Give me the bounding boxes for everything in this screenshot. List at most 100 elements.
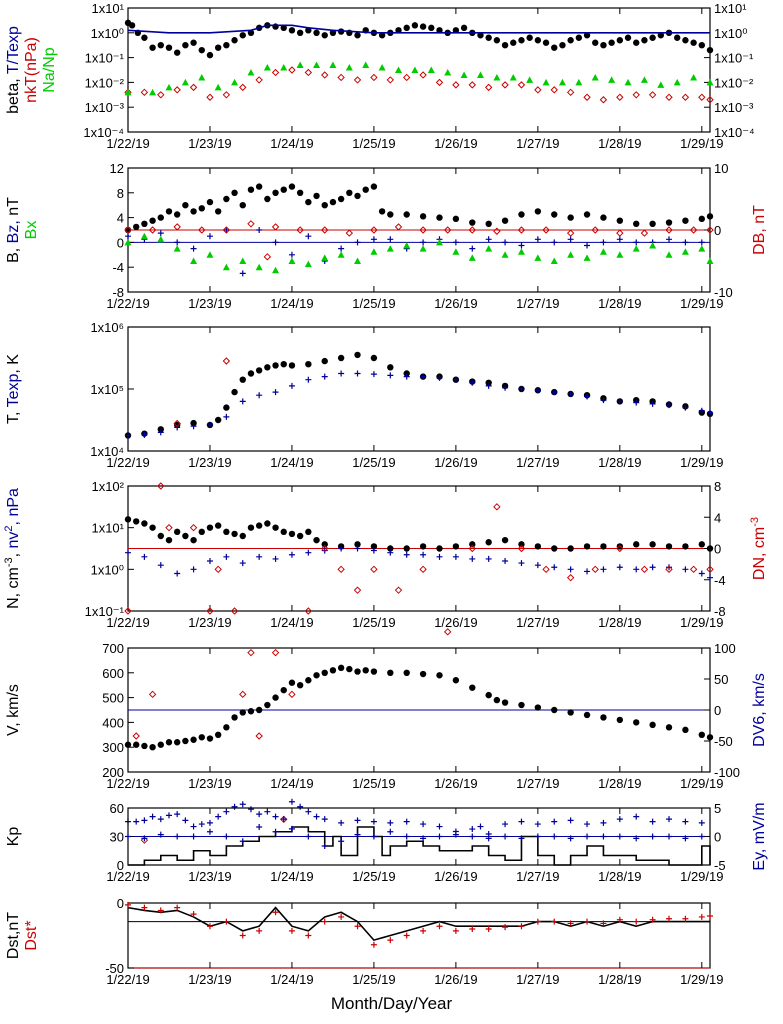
panel-dst-date-label: 1/25/19 (352, 972, 395, 987)
panel-b-series-bx-point (190, 257, 198, 264)
panel-v-series-v-point (551, 706, 558, 714)
panel-beta-left-tick-label: 1x10⁻³ (85, 100, 125, 115)
panel-n-y-label: N, cm-3, nv2, nPa (3, 488, 22, 609)
panel-dst-series-dst--point (420, 927, 427, 934)
panel-n-series-nv2-point (272, 555, 279, 562)
panel-b-series-db-point (468, 226, 476, 234)
panel-n-series-n-point (296, 532, 304, 540)
panel-beta-series-na-np-point (263, 64, 271, 71)
panel-beta-series-nkt-npa--point (321, 71, 329, 79)
panel-beta-series-nkt-npa--point (698, 93, 706, 101)
panel-b-series-bz-point (272, 239, 279, 246)
panel-dst-date-label: 1/24/19 (270, 972, 313, 987)
panel-v-series-v-point (272, 694, 279, 701)
panel-v-series-v-point (149, 744, 156, 751)
panel-v-series-dv6-point (477, 823, 484, 830)
panel-dst-series-dst--point (551, 918, 558, 925)
panel-n-series-dn-point (288, 690, 296, 699)
panel-v-series-dv6-point (354, 817, 361, 824)
panel-b-series-b-point (387, 211, 394, 218)
panel-beta-series-na-np-point (526, 76, 534, 83)
panel-v-series-v-point (223, 724, 230, 731)
panel-n-series-n-point (272, 524, 279, 531)
panel-dst-series-dst--point (485, 926, 492, 932)
panel-v-series-dv6-point (206, 819, 213, 826)
panel-beta-series-nkt-npa--point (517, 81, 526, 89)
panel-kp-date-label: 1/27/19 (516, 869, 559, 884)
panel-n-series-dn-point (165, 523, 173, 532)
panel-t-series-t-point (223, 404, 230, 411)
panel-beta-series-beta-point (592, 39, 599, 46)
panel-t-series-texp-point (518, 386, 525, 392)
panel-dst-series-dst--point (698, 913, 705, 920)
panel-b-series-b-point (239, 202, 246, 209)
panel-b-series-bz-point (305, 233, 312, 240)
panel-b-series-bx-point (583, 254, 591, 261)
panel-kp-series-ey-point (436, 833, 443, 840)
panel-b-series-db-point (345, 229, 354, 237)
panel-n-series-dn-point (132, 732, 140, 740)
panel-b-series-bz-point (387, 236, 394, 243)
panel-beta-series-beta-point (239, 32, 246, 39)
panel-v-series-v-point (387, 669, 394, 676)
panel-b-series-bx-point (157, 235, 165, 243)
panel-n-series-dn-point (394, 586, 403, 594)
panel-n-series-dn-point (370, 565, 378, 574)
panel-n-series-n-point (419, 543, 427, 550)
panel-dst-date-label: 1/22/19 (106, 972, 149, 987)
panel-t-series-t-point (231, 388, 238, 396)
panel-beta-series-beta-point (411, 22, 419, 29)
panel-beta-series-beta-point (296, 29, 304, 36)
panel-t-series-texp-point (707, 409, 713, 416)
panel-n-series-n-point (231, 530, 238, 538)
panel-beta-series-t-texp (127, 24, 710, 34)
panel-beta-series-nkt-npa--point (255, 76, 263, 84)
panel-beta-series-nkt-npa--point (583, 93, 591, 101)
panel-n-series-nv2-point (206, 558, 213, 564)
panel-n-series-nv2-point (616, 564, 623, 571)
panel-kp-date-label: 1/26/19 (434, 869, 477, 884)
panel-t-date-label: 1/27/19 (516, 455, 559, 470)
panel-t-series-texp-point (600, 397, 607, 404)
panel-b-y-label-2: Bx (23, 221, 40, 240)
panel-beta-series-beta-point (436, 27, 443, 34)
panel-t-series-texp-point (452, 376, 459, 383)
panel-n-series-n-point (132, 518, 140, 525)
panel-b-series-b-point (419, 213, 427, 220)
panel-b-series-b-point (337, 195, 345, 203)
panel-t-series-texp-point (649, 400, 656, 407)
panel-n-series-dn-point (493, 503, 501, 511)
panel-t-series-texp-point (157, 429, 164, 436)
panel-n-series-dn-point (616, 544, 624, 553)
panel-beta-series-na-np-point (575, 78, 583, 86)
panel-n-series-n-point (313, 536, 320, 544)
panel-b-series-bx-point (255, 263, 263, 271)
panel-b-series-bz-point (534, 236, 541, 243)
panel-b-series-b-point (247, 186, 255, 193)
panel-b-series-bx-point (698, 245, 706, 252)
panel-beta-series-beta-point (493, 37, 501, 44)
panel-n-series-n-point (255, 522, 263, 529)
panel-n-series-nv2-point (239, 560, 246, 567)
panel-v-series-dv6-point (666, 816, 673, 823)
panel-v-date-label: 1/25/19 (352, 776, 395, 791)
panel-b-series-bx-point (468, 254, 476, 261)
panel-beta-series-beta-point (223, 42, 230, 49)
panel-dst-series-dst--point (321, 918, 328, 925)
panel-b-series-bx-point (354, 257, 362, 264)
panel-v-date-label: 1/27/19 (516, 776, 559, 791)
panel-beta-series-beta-point (485, 34, 492, 41)
panel-beta-series-nkt-npa--point (140, 88, 149, 97)
panel-beta-series-beta-point (534, 37, 542, 44)
panel-v-series-dv6-point (239, 801, 246, 808)
panel-b-series-bz-point (288, 251, 295, 258)
x-axis-label: Month/Day/Year (330, 994, 453, 1013)
panel-dst-series-dst--point (534, 918, 541, 925)
panel-b-series-bz-point (157, 230, 164, 237)
panel-t-date-label: 1/23/19 (188, 455, 231, 470)
panel-kp-date-label: 1/24/19 (270, 869, 313, 884)
panel-beta-date-label: 1/27/19 (516, 136, 559, 151)
panel-b-series-b-point (173, 211, 181, 218)
panel-n-series-dn-point (189, 523, 198, 532)
panel-b-series-b-point (288, 183, 296, 190)
